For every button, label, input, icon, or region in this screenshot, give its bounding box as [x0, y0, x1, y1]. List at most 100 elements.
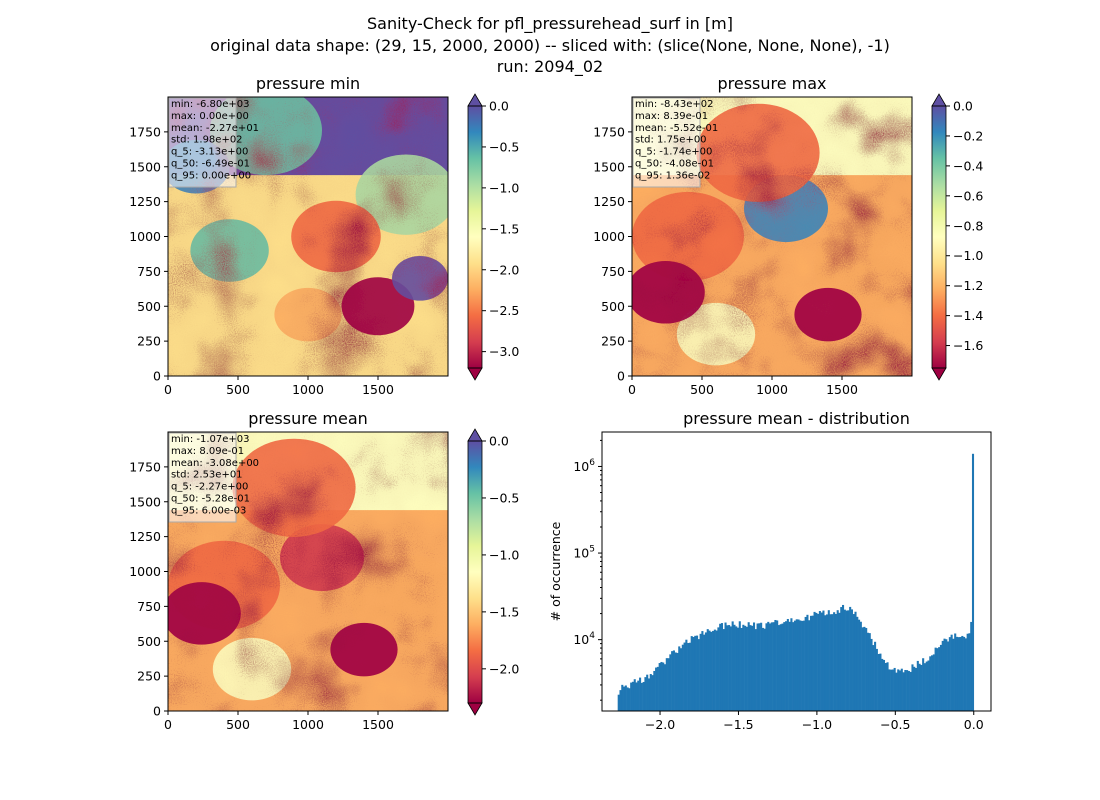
histogram-bar — [747, 622, 750, 711]
stats-line: mean: -3.08e+00 — [171, 458, 259, 469]
histogram-bar — [770, 622, 773, 711]
histogram-bar — [671, 651, 674, 711]
heatmap-region — [168, 582, 241, 645]
histogram-bar — [758, 623, 761, 711]
histogram-bar — [776, 620, 779, 711]
histogram-bar — [954, 633, 957, 711]
histogram-bar — [947, 641, 950, 711]
histogram-bar — [849, 606, 852, 711]
histogram-bar — [631, 681, 635, 711]
x-tick-label: 1500 — [362, 382, 394, 397]
y-tick-label: 1000 — [593, 229, 625, 244]
colorbar-tick-label: −1.0 — [489, 180, 519, 195]
histogram-bar — [911, 664, 914, 711]
y-tick-label: 250 — [137, 334, 161, 349]
y-tick-label: 1750 — [593, 124, 625, 139]
heatmap-region — [355, 154, 448, 235]
histogram-bar — [719, 623, 722, 711]
histogram-bar — [801, 620, 804, 711]
histogram-bar — [914, 667, 918, 711]
x-tick-label: 500 — [690, 382, 714, 397]
histogram-bar — [665, 658, 668, 711]
x-tick-label: 1000 — [292, 382, 324, 397]
stats-line: q_50: -5.28e-01 — [171, 494, 250, 505]
histogram-bar — [856, 616, 859, 711]
histogram-bar — [820, 612, 823, 711]
histogram-bar — [744, 625, 747, 711]
histogram-bar — [886, 662, 889, 711]
histogram-bar — [925, 661, 928, 711]
heatmap-image — [168, 97, 448, 376]
stats-line: max: 0.00e+00 — [171, 111, 249, 122]
histogram-bar — [891, 669, 894, 711]
histogram-bar — [879, 653, 882, 711]
histogram-bar — [617, 694, 620, 711]
stats-box-background — [168, 432, 237, 523]
histogram-bar — [831, 614, 834, 711]
histogram-bar — [964, 638, 967, 711]
histogram-bar — [688, 642, 691, 711]
y-tick-label: 105 — [573, 545, 595, 561]
y-tick-label: 1750 — [129, 459, 161, 474]
stats-line: q_5: -2.27e+00 — [171, 482, 248, 493]
histogram-bar — [900, 668, 903, 711]
histogram-bar — [785, 621, 788, 711]
histogram-bar — [932, 654, 935, 711]
histogram-bar — [963, 636, 966, 711]
histogram-bar — [633, 679, 636, 711]
histogram-bar — [840, 607, 843, 711]
histogram-bar — [649, 674, 652, 711]
histogram-bar — [843, 609, 846, 711]
histogram-bar — [968, 633, 971, 711]
heatmap-region — [232, 438, 356, 537]
stats-line: q_95: 1.36e-02 — [635, 170, 710, 181]
histogram-bar — [859, 621, 862, 711]
stats-line: q_50: -6.49e-01 — [171, 159, 250, 170]
histogram-bar — [811, 615, 814, 711]
histogram-bar — [920, 664, 923, 711]
histogram-bar — [966, 633, 969, 711]
colorbar-tick-label: −0.4 — [953, 158, 983, 173]
histogram-bar — [929, 656, 932, 711]
histogram-bar — [877, 653, 880, 711]
colorbar-tick-label: −0.5 — [489, 490, 519, 505]
stats-line: q_5: -3.13e+00 — [171, 147, 248, 158]
colorbar — [468, 441, 482, 703]
histogram-bar — [957, 637, 960, 711]
histogram-bar — [865, 627, 868, 711]
histogram-bar — [948, 637, 951, 711]
heatmap-region — [210, 97, 322, 176]
figure-title-line-1: Sanity-Check for pfl_pressurehead_surf i… — [367, 14, 733, 34]
histogram-bar — [703, 634, 706, 711]
y-tick-label: 750 — [137, 599, 161, 614]
x-tick-label: 0 — [164, 382, 172, 397]
stats-line: min: -8.43e+02 — [635, 99, 714, 110]
colorbar-frame — [467, 105, 483, 369]
histogram-bar — [687, 643, 690, 711]
histogram-bar — [852, 614, 855, 711]
colorbar-tick-label: −0.6 — [953, 188, 983, 203]
histogram-bar — [961, 635, 964, 711]
heatmap-region — [330, 622, 398, 677]
histogram-bar — [731, 621, 734, 711]
y-tick-label: 0 — [153, 704, 161, 719]
y-tick-label: 750 — [137, 264, 161, 279]
histogram-bar — [646, 674, 649, 711]
histogram-bar — [786, 618, 789, 711]
histogram-bar — [623, 686, 626, 711]
colorbar-tick-label: −2.0 — [489, 262, 519, 277]
x-tick-label: 500 — [226, 717, 250, 732]
panel-pressure-mean-distribution: pressure mean - distribution −2.0 −1.5 −1.0… — [548, 409, 992, 732]
histogram-bar — [909, 671, 912, 711]
histogram-bar — [651, 675, 654, 711]
histogram-bar — [945, 639, 948, 711]
colorbar-tick-label: −1.0 — [489, 547, 519, 562]
histogram-bar — [772, 622, 775, 711]
colorbar-tick-label: −1.0 — [953, 248, 983, 263]
histogram-bar — [644, 677, 647, 711]
histogram-bar — [788, 621, 791, 711]
histogram-bar — [660, 661, 663, 711]
histogram-bar — [728, 625, 731, 711]
histogram-bar — [676, 652, 679, 711]
histogram-bar — [861, 627, 864, 711]
